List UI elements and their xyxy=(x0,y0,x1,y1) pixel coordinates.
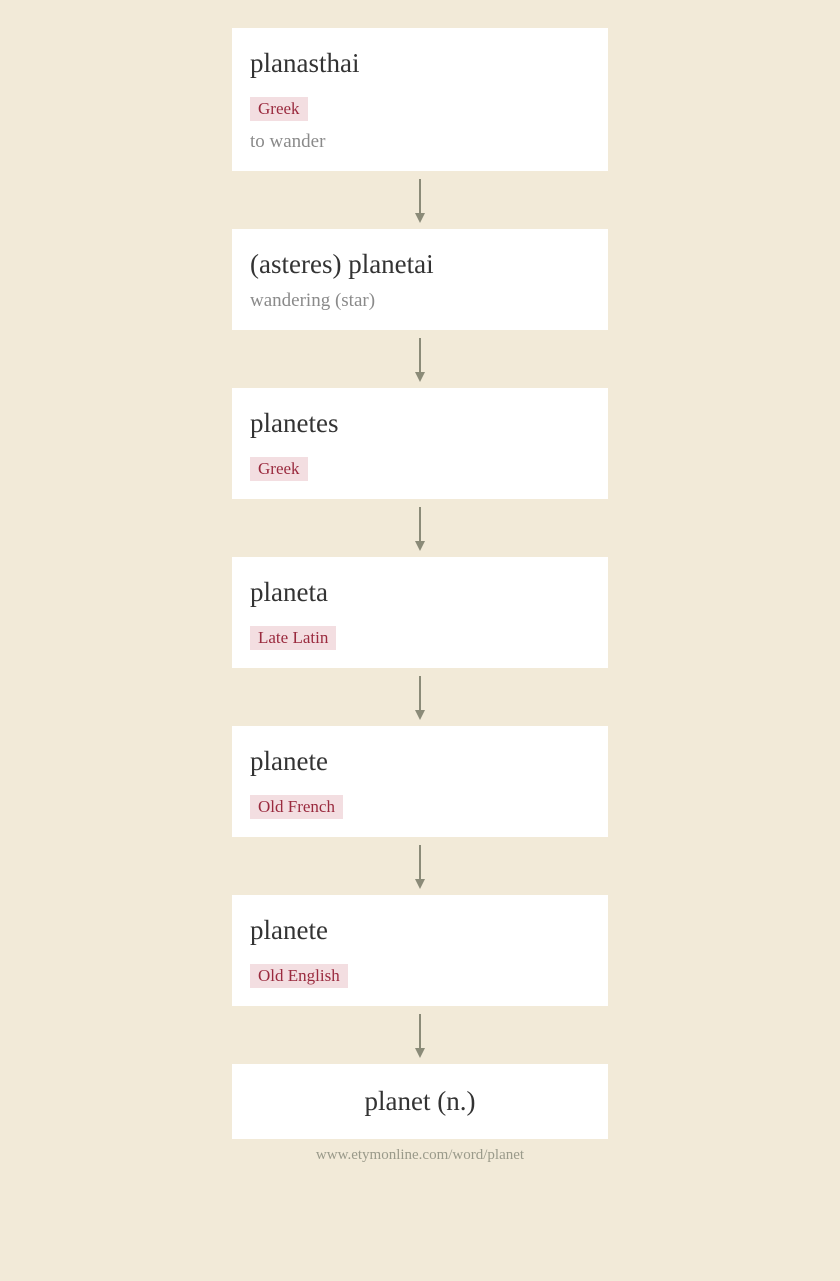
node-word: planete xyxy=(250,915,590,946)
etymology-node: planete Old English xyxy=(232,895,608,1006)
node-word: (asteres) planetai xyxy=(250,249,590,280)
etymology-node: (asteres) planetai wandering (star) xyxy=(232,229,608,330)
node-word: planetes xyxy=(250,408,590,439)
etymology-node: planeta Late Latin xyxy=(232,557,608,668)
result-word: planet (n.) xyxy=(250,1086,590,1117)
arrow-down-icon xyxy=(413,330,427,388)
etymology-result: planet (n.) xyxy=(232,1064,608,1139)
language-tag: Late Latin xyxy=(250,626,336,650)
arrow-down-icon xyxy=(413,1006,427,1064)
language-tag: Old French xyxy=(250,795,343,819)
arrow-down-icon xyxy=(413,668,427,726)
language-tag: Greek xyxy=(250,97,308,121)
arrow-down-icon xyxy=(413,837,427,895)
node-word: planasthai xyxy=(250,48,590,79)
node-gloss: to wander xyxy=(250,131,590,153)
etymology-chain: planasthai Greek to wander (asteres) pla… xyxy=(232,28,608,1164)
language-tag: Greek xyxy=(250,457,308,481)
node-word: planeta xyxy=(250,577,590,608)
etymology-node: planasthai Greek to wander xyxy=(232,28,608,171)
etymology-node: planete Old French xyxy=(232,726,608,837)
etymology-node: planetes Greek xyxy=(232,388,608,499)
source-footer: www.etymonline.com/word/planet xyxy=(316,1147,524,1164)
language-tag: Old English xyxy=(250,964,348,988)
arrow-down-icon xyxy=(413,171,427,229)
arrow-down-icon xyxy=(413,499,427,557)
node-word: planete xyxy=(250,746,590,777)
node-gloss: wandering (star) xyxy=(250,290,590,312)
